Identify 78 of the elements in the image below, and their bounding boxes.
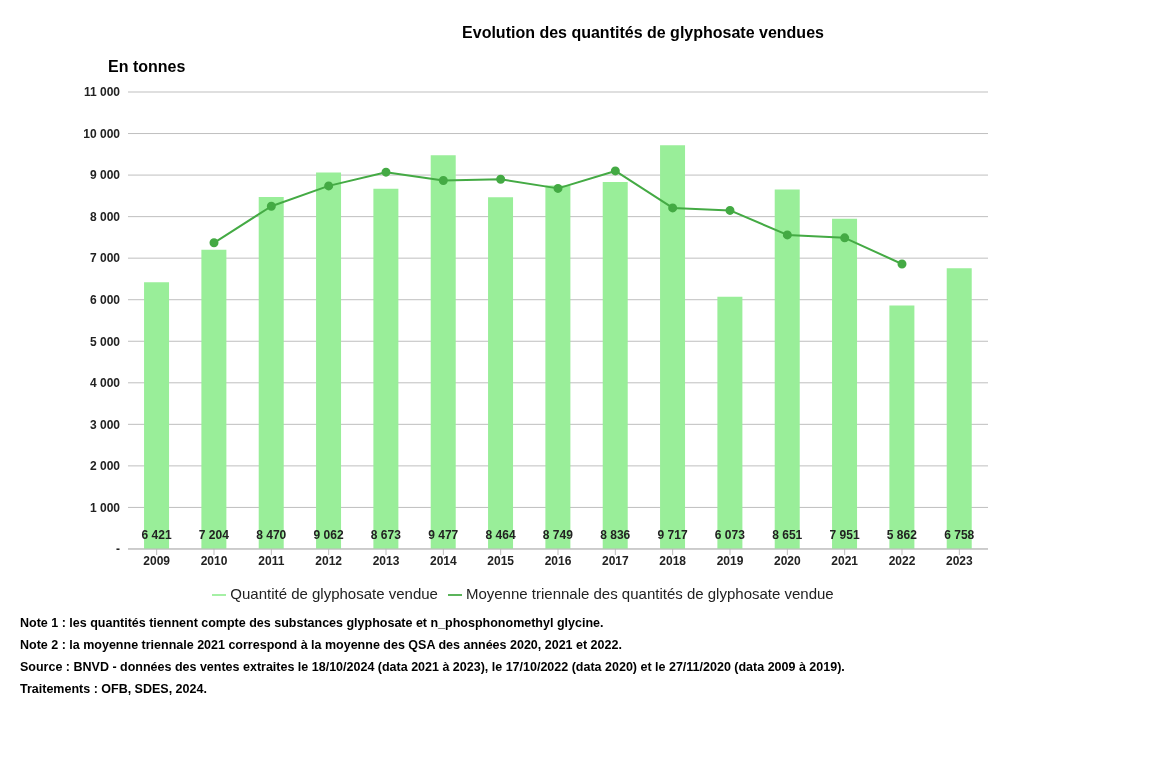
y-tick-label: 5 000	[89, 334, 121, 349]
point	[324, 181, 334, 191]
y-tick-label: 10 000	[83, 126, 121, 141]
y-tick-label: 4 000	[89, 376, 121, 391]
y-tick-label: 3 000	[89, 417, 121, 432]
x-tick-label: 2015	[487, 554, 515, 569]
bar	[717, 296, 743, 549]
point	[897, 259, 907, 269]
x-tick-label: 2009	[143, 554, 171, 569]
bar	[316, 172, 342, 549]
point	[266, 201, 276, 211]
x-tick-label: 2021	[831, 554, 859, 569]
x-tick-label: 2022	[888, 554, 916, 569]
data-label: 9 477	[428, 527, 459, 542]
data-label: 8 749	[542, 527, 574, 542]
point	[553, 183, 563, 193]
data-label: 8 673	[370, 527, 402, 542]
text: Note 2 : la moyenne triennale 2021 correspond à la moyenne des QSA des années 2020, 2021 et 2022.	[20, 637, 623, 654]
legend-label: Moyenne triennale des quantités de glyphosate vendue	[465, 584, 834, 602]
x-tick-label: 2012	[315, 554, 343, 569]
point	[381, 167, 391, 177]
bar	[946, 268, 972, 549]
x-tick-label: 2011	[258, 554, 285, 569]
point	[209, 238, 219, 248]
x-tick-label: 2016	[544, 554, 572, 569]
x-tick-label: 2019	[716, 554, 744, 569]
point	[610, 166, 620, 176]
x-tick-label: 2014	[429, 554, 457, 569]
x-tick-label: 2023	[945, 554, 973, 569]
point	[438, 175, 448, 185]
bar	[258, 197, 284, 549]
x-tick-label: 2013	[372, 554, 400, 569]
bar	[602, 181, 628, 549]
point	[840, 233, 850, 243]
source-note: Source : BNVD - données des ventes extraites le 18/10/2024 (data 2021 à 2023), le 17/10/2022 (data 2020) et le 27/11/2020 (data 2009 à 2019).	[20, 659, 846, 676]
data-label: 5 862	[886, 527, 918, 542]
bar	[373, 188, 399, 549]
bar	[660, 145, 686, 549]
point	[496, 174, 506, 184]
data-label: 7 204	[198, 527, 230, 542]
bar	[488, 197, 514, 549]
bar	[201, 249, 227, 549]
bar	[144, 282, 170, 549]
y-tick-label: 8 000	[89, 209, 121, 224]
bar	[430, 155, 456, 549]
text: Note 1 : les quantités tiennent compte des substances glyphosate et n_phosphonomethyl glycine.	[20, 615, 605, 632]
bar	[889, 305, 915, 549]
data-label: 9 062	[313, 527, 344, 542]
data-label: 9 717	[657, 527, 688, 542]
y-tick-label: 2 000	[89, 459, 121, 474]
x-tick-label: 2020	[773, 554, 801, 569]
data-label: 8 651	[772, 527, 803, 542]
point	[668, 203, 678, 213]
x-tick-label: 2018	[659, 554, 687, 569]
data-label: 8 470	[256, 527, 287, 542]
y-axis-title: En tonnes	[108, 58, 186, 76]
y-tick-label: 11 000	[83, 85, 121, 100]
data-label: 8 836	[600, 527, 631, 542]
text: Traitements : OFB, SDES, 2024.	[20, 681, 208, 698]
point	[782, 230, 792, 240]
y-tick-label: 7 000	[89, 251, 121, 266]
chart-title: Evolution des quantités de glyphosate vendues	[461, 23, 825, 42]
data-label: 8 464	[485, 527, 516, 542]
y-tick-label: -	[116, 542, 120, 557]
point	[725, 205, 735, 215]
data-label: 7 951	[829, 527, 860, 542]
bar	[774, 189, 800, 549]
y-tick-label: 6 000	[89, 292, 121, 307]
data-label: 6 421	[141, 527, 172, 542]
data-label: 6 758	[944, 527, 975, 542]
legend-label: Quantité de glyphosate vendue	[230, 584, 438, 602]
y-tick-label: 9 000	[89, 168, 121, 183]
y-tick-label: 1 000	[89, 500, 121, 515]
x-tick-label: 2017	[601, 554, 629, 569]
bar	[832, 218, 858, 549]
data-label: 6 073	[714, 527, 746, 542]
bar	[545, 185, 571, 549]
x-tick-label: 2010	[200, 554, 228, 569]
